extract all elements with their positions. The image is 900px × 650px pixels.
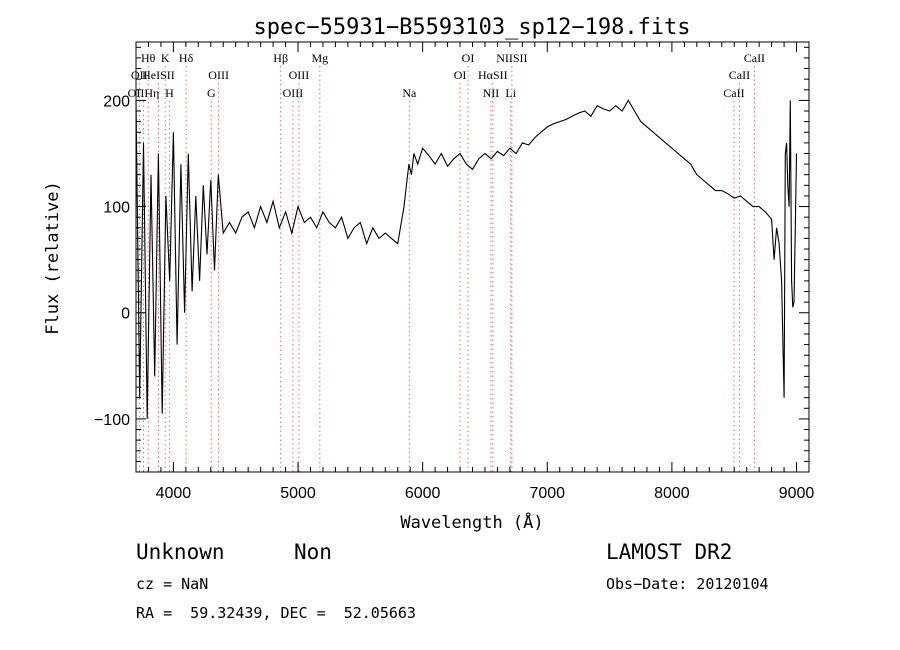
spectral-line-markers xyxy=(138,66,755,472)
line-label-1: K xyxy=(161,51,170,65)
line-label-13: HαSII xyxy=(478,68,508,82)
obs-date-label: Obs−Date: 20120104 xyxy=(606,575,769,593)
line-label-8: OII xyxy=(131,68,148,82)
x-tick-label: 9000 xyxy=(779,485,815,502)
x-axis: 4000 5000 6000 7000 8000 9000 xyxy=(135,42,815,502)
line-label-7: CaII xyxy=(744,51,765,65)
subclass-label: Non xyxy=(294,540,332,564)
line-label-15: OIIHη xyxy=(128,86,160,100)
line-label-21: Li xyxy=(505,86,516,100)
y-tick-label: −100 xyxy=(94,412,130,429)
survey-label: LAMOST DR2 xyxy=(606,540,733,564)
chart-title: spec−55931−B5593103_sp12−198.fits xyxy=(253,15,690,40)
line-label-22: CaII xyxy=(723,86,744,100)
line-label-14: CaII xyxy=(729,68,750,82)
y-axis-label: Flux (relative) xyxy=(43,181,63,335)
class-label: Unknown xyxy=(136,540,225,564)
line-label-0: Hθ xyxy=(141,51,156,65)
y-axis: −100 0 100 200 xyxy=(94,46,809,473)
spectrum-line xyxy=(135,99,798,419)
line-label-20: NII xyxy=(483,86,500,100)
plot-frame xyxy=(135,41,810,473)
line-label-18: OIII xyxy=(283,86,304,100)
line-label-11: OIII xyxy=(289,68,310,82)
line-label-4: Mg xyxy=(311,51,328,65)
y-tick-label: 0 xyxy=(121,306,130,323)
line-label-16: H xyxy=(165,86,174,100)
line-label-6: NIISII xyxy=(496,51,527,65)
line-label-2: Hδ xyxy=(179,51,194,65)
x-axis-label: Wavelength (Å) xyxy=(400,511,543,533)
y-tick-label: 200 xyxy=(103,93,130,110)
line-label-19: Na xyxy=(402,86,417,100)
line-label-9: HeISII xyxy=(142,68,175,82)
line-label-10: OIII xyxy=(208,68,229,82)
y-tick-label: 100 xyxy=(103,200,130,217)
x-tick-label: 5000 xyxy=(280,485,316,502)
x-tick-label: 8000 xyxy=(654,485,690,502)
line-label-3: Hβ xyxy=(273,51,288,65)
line-label-12: OI xyxy=(454,68,467,82)
x-tick-label: 4000 xyxy=(156,485,192,502)
line-label-17: G xyxy=(207,86,216,100)
x-tick-label: 7000 xyxy=(529,485,565,502)
line-label-5: OI xyxy=(462,51,475,65)
coordinates-label: RA = 59.32439, DEC = 52.05663 xyxy=(136,604,416,622)
redshift-label: cz = NaN xyxy=(136,575,209,593)
x-tick-label: 6000 xyxy=(405,485,441,502)
